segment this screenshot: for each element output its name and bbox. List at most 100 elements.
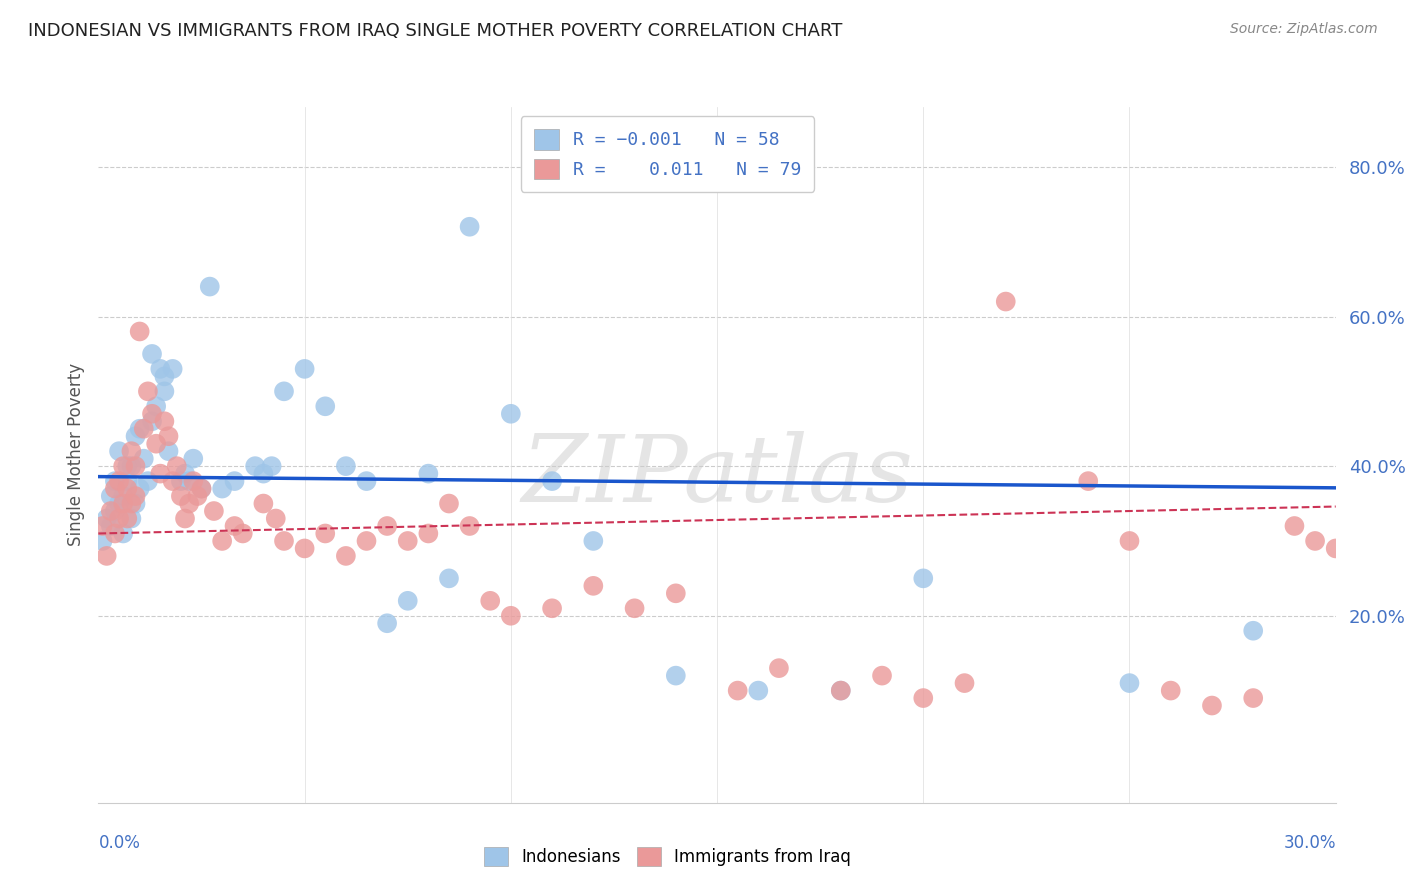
Point xyxy=(141,407,163,421)
Point xyxy=(136,384,159,399)
Point xyxy=(252,497,274,511)
Point xyxy=(128,482,150,496)
Point xyxy=(112,497,135,511)
Point xyxy=(356,474,378,488)
Point xyxy=(582,579,605,593)
Point xyxy=(100,519,122,533)
Point xyxy=(153,384,176,399)
Point xyxy=(1284,519,1306,533)
Point xyxy=(136,474,159,488)
Point xyxy=(145,399,167,413)
Point xyxy=(91,533,114,548)
Point xyxy=(179,474,201,488)
Point xyxy=(112,459,135,474)
Text: INDONESIAN VS IMMIGRANTS FROM IRAQ SINGLE MOTHER POVERTY CORRELATION CHART: INDONESIAN VS IMMIGRANTS FROM IRAQ SINGL… xyxy=(28,22,842,40)
Point xyxy=(294,541,316,556)
Point xyxy=(117,511,139,525)
Point xyxy=(149,362,172,376)
Point xyxy=(162,362,184,376)
Point xyxy=(141,414,163,428)
Point xyxy=(202,504,225,518)
Point xyxy=(1201,698,1223,713)
Point xyxy=(232,526,254,541)
Point xyxy=(104,482,127,496)
Point xyxy=(314,526,336,541)
Point xyxy=(104,526,127,541)
Point xyxy=(727,683,749,698)
Point xyxy=(117,474,139,488)
Point xyxy=(375,519,398,533)
Point xyxy=(124,489,146,503)
Point xyxy=(124,497,146,511)
Point xyxy=(1241,624,1264,638)
Point xyxy=(335,459,357,474)
Point xyxy=(314,399,336,413)
Point xyxy=(252,467,274,481)
Y-axis label: Single Mother Poverty: Single Mother Poverty xyxy=(66,363,84,547)
Point xyxy=(458,519,481,533)
Point xyxy=(166,459,188,474)
Point xyxy=(1303,533,1326,548)
Point xyxy=(1324,541,1347,556)
Point xyxy=(190,482,212,496)
Point xyxy=(830,683,852,698)
Point xyxy=(1118,676,1140,690)
Point xyxy=(273,533,295,548)
Point xyxy=(141,347,163,361)
Point xyxy=(499,608,522,623)
Point xyxy=(1365,541,1388,556)
Point xyxy=(273,384,295,399)
Point xyxy=(108,474,131,488)
Point xyxy=(145,436,167,450)
Point xyxy=(437,497,460,511)
Point xyxy=(120,497,142,511)
Point xyxy=(108,511,131,525)
Point xyxy=(104,504,127,518)
Point xyxy=(91,519,114,533)
Point xyxy=(124,459,146,474)
Point xyxy=(157,429,180,443)
Point xyxy=(396,533,419,548)
Point xyxy=(170,489,193,503)
Point xyxy=(437,571,460,585)
Point xyxy=(335,549,357,563)
Point xyxy=(912,571,935,585)
Point xyxy=(747,683,769,698)
Point xyxy=(912,691,935,706)
Point xyxy=(541,601,564,615)
Point xyxy=(665,668,688,682)
Point xyxy=(1077,474,1099,488)
Point xyxy=(120,511,142,525)
Point xyxy=(124,429,146,443)
Point xyxy=(458,219,481,234)
Point xyxy=(162,474,184,488)
Point xyxy=(96,511,118,525)
Point xyxy=(211,533,233,548)
Point xyxy=(132,422,155,436)
Point xyxy=(186,489,208,503)
Point xyxy=(179,497,201,511)
Point xyxy=(356,533,378,548)
Point xyxy=(181,474,204,488)
Point xyxy=(112,489,135,503)
Point xyxy=(149,467,172,481)
Point xyxy=(1346,683,1368,698)
Point xyxy=(870,668,893,682)
Point xyxy=(211,482,233,496)
Point xyxy=(198,279,221,293)
Point xyxy=(153,369,176,384)
Point xyxy=(174,511,197,525)
Point xyxy=(120,444,142,458)
Point xyxy=(153,414,176,428)
Point xyxy=(190,482,212,496)
Point xyxy=(541,474,564,488)
Text: 0.0%: 0.0% xyxy=(98,834,141,852)
Point xyxy=(132,451,155,466)
Point xyxy=(108,444,131,458)
Point xyxy=(128,325,150,339)
Point xyxy=(264,511,287,525)
Point xyxy=(1118,533,1140,548)
Point xyxy=(396,594,419,608)
Point xyxy=(224,519,246,533)
Point xyxy=(623,601,645,615)
